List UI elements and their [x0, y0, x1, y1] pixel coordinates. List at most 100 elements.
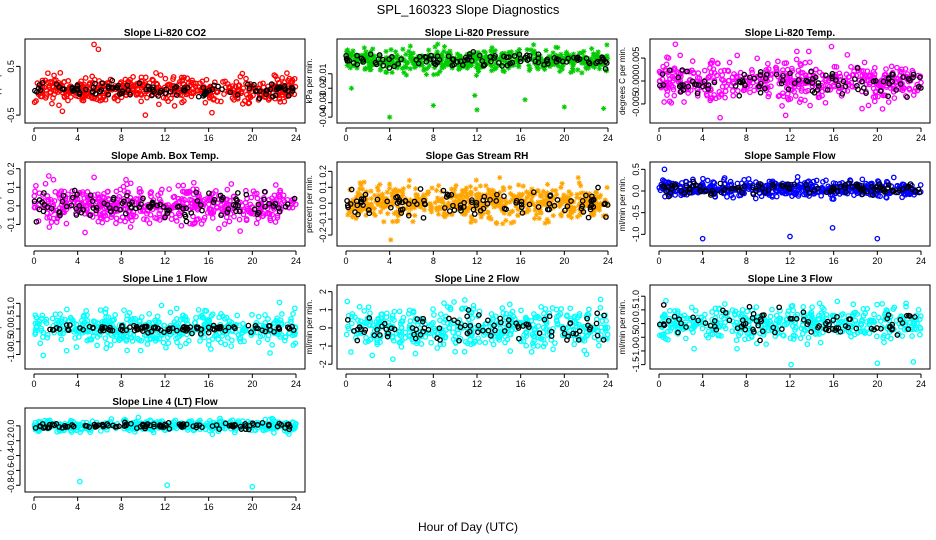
data-point [350, 48, 356, 54]
y-axis-label: degrees C per min. [618, 47, 627, 115]
data-point [206, 190, 212, 197]
data-point [572, 336, 579, 343]
x-tick-label: 0 [343, 133, 348, 143]
data-point [586, 306, 592, 313]
y-tick-label: 0.1 [6, 181, 16, 194]
data-point [417, 201, 424, 207]
data-point [129, 338, 136, 344]
data-point [141, 323, 148, 330]
data-point [353, 194, 359, 201]
data-point [199, 78, 206, 85]
data-point [136, 80, 143, 87]
data-point [601, 201, 608, 208]
data-point [711, 180, 718, 186]
data-point [550, 58, 557, 64]
data-point [407, 201, 413, 207]
data-point [435, 205, 441, 211]
data-point [119, 322, 125, 329]
data-point [154, 313, 161, 320]
data-point [164, 207, 170, 214]
data-point [379, 56, 386, 63]
data-point [603, 54, 609, 60]
data-point [395, 218, 401, 224]
data-point [506, 49, 512, 56]
data-point [206, 338, 212, 344]
data-point [436, 182, 442, 189]
data-point [180, 182, 187, 189]
data-point [393, 194, 399, 201]
data-point [42, 180, 49, 187]
data-point [567, 208, 573, 214]
data-point [677, 88, 684, 95]
data-point [834, 188, 841, 195]
data-point [809, 80, 816, 86]
data-point [274, 214, 281, 221]
data-point [869, 183, 875, 190]
x-tick-label: 16 [204, 256, 214, 266]
data-point [470, 48, 477, 55]
data-point [189, 77, 196, 84]
data-point [794, 174, 801, 180]
data-point [361, 45, 367, 51]
data-point [885, 182, 892, 188]
panel-title: Slope Sample Flow [744, 151, 835, 162]
data-point [526, 52, 533, 59]
data-point [528, 197, 534, 203]
data-point [879, 106, 886, 112]
data-points [31, 41, 299, 118]
data-point [551, 202, 558, 209]
data-point [602, 58, 609, 65]
data-point [483, 183, 489, 189]
data-point [395, 203, 401, 209]
data-point [276, 299, 283, 306]
data-point [143, 216, 150, 223]
data-point [158, 302, 165, 309]
data-point [547, 192, 554, 199]
data-point [255, 209, 262, 216]
data-point [410, 50, 416, 56]
data-point [439, 198, 445, 205]
data-point [406, 177, 412, 184]
data-point [109, 327, 116, 334]
data-point [575, 174, 581, 181]
data-point [800, 70, 806, 76]
data-point [173, 305, 180, 312]
data-point [783, 60, 790, 66]
x-tick-label: 4 [75, 133, 80, 143]
data-point [165, 98, 172, 105]
data-point [784, 184, 791, 191]
data-point [590, 212, 596, 218]
data-point [726, 77, 732, 84]
data-point [574, 214, 581, 220]
data-point [44, 204, 51, 210]
data-point [390, 356, 396, 363]
data-point [407, 53, 413, 60]
x-tick-label: 12 [160, 379, 170, 389]
data-point [208, 206, 215, 213]
data-point [561, 195, 567, 201]
data-point [596, 342, 602, 349]
data-point [828, 43, 835, 50]
data-point [389, 60, 396, 66]
data-point [543, 198, 549, 204]
data-point [518, 307, 524, 314]
data-point [448, 191, 455, 198]
data-point [429, 185, 435, 191]
data-point [189, 221, 196, 227]
data-point [468, 190, 474, 196]
data-point [81, 312, 87, 319]
data-point [209, 109, 215, 116]
data-point [917, 74, 923, 81]
data-point [515, 206, 521, 213]
data-point [104, 340, 110, 347]
data-point [491, 196, 497, 202]
data-point [815, 83, 822, 89]
data-point [103, 345, 110, 352]
data-point [354, 52, 360, 59]
data-point [291, 195, 298, 202]
data-point [402, 63, 408, 70]
data-point [362, 65, 369, 71]
data-point [281, 337, 288, 344]
data-point [497, 190, 503, 196]
